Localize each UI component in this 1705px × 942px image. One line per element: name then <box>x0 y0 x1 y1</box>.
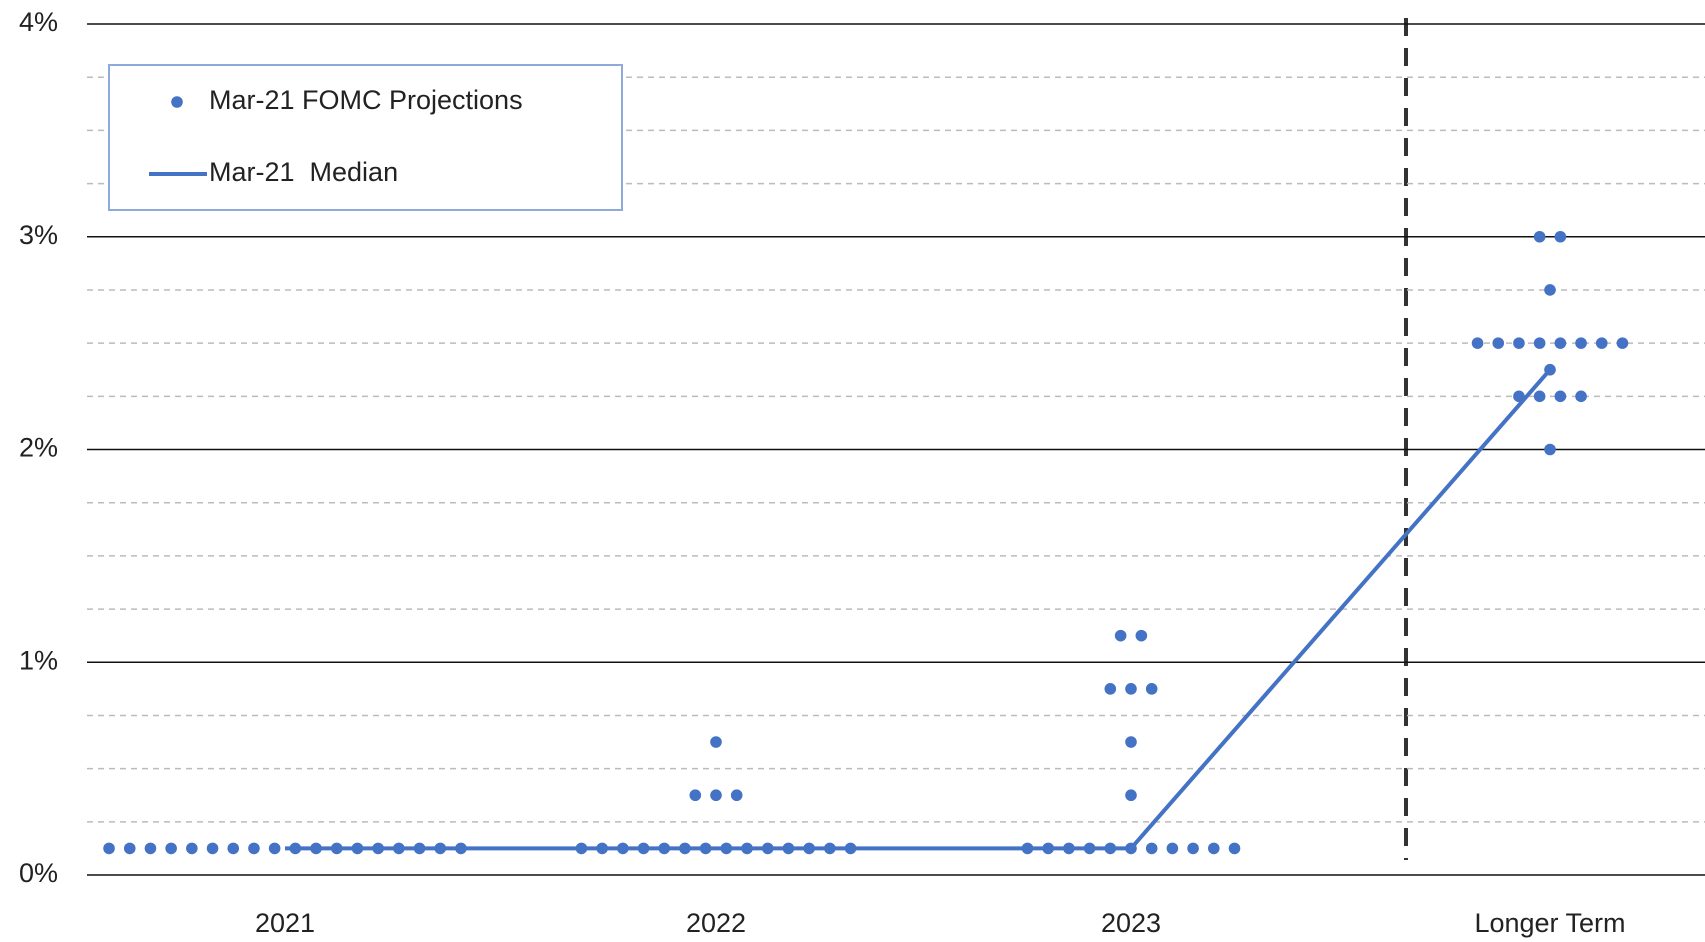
dot <box>1125 789 1137 802</box>
dot <box>710 789 722 802</box>
y-tick-label: 4% <box>19 7 58 37</box>
dot <box>206 842 219 855</box>
dot <box>1228 842 1241 855</box>
y-tick-label: 0% <box>19 858 58 888</box>
dot <box>1533 230 1546 243</box>
x-tick-label: 2022 <box>686 908 746 938</box>
dot <box>268 842 281 855</box>
y-tick-label: 2% <box>19 433 58 463</box>
x-tick-label: 2021 <box>255 908 315 938</box>
x-tick-label: 2023 <box>1101 908 1161 938</box>
dot <box>144 842 157 855</box>
dot <box>1125 736 1137 748</box>
dot <box>1533 337 1546 349</box>
dot <box>1513 337 1525 349</box>
dot <box>1544 443 1556 456</box>
y-tick-label: 1% <box>19 645 58 675</box>
dot <box>248 842 260 855</box>
legend-label: Mar-21 FOMC Projections <box>209 85 523 115</box>
dot <box>1208 842 1220 855</box>
dot <box>1616 337 1629 349</box>
dot <box>186 842 198 855</box>
dot <box>1166 842 1179 855</box>
y-tick-label: 3% <box>19 220 58 250</box>
dot <box>1492 337 1505 349</box>
median-line <box>285 368 1552 851</box>
dot <box>227 842 240 855</box>
legend-symbol <box>171 96 183 108</box>
dot <box>1544 284 1556 296</box>
dot <box>1575 390 1587 403</box>
dot <box>165 842 177 855</box>
dot <box>1114 629 1127 642</box>
dot <box>1125 683 1137 695</box>
dot <box>1135 629 1148 642</box>
dot <box>103 842 115 855</box>
legend-label: Mar-21 Median <box>209 157 398 187</box>
dot <box>1554 230 1567 243</box>
legend-box <box>108 64 623 211</box>
x-tick-label: Longer Term <box>1474 908 1625 938</box>
dot <box>1187 842 1199 855</box>
dot <box>123 842 136 855</box>
dot <box>710 736 722 748</box>
dot <box>1533 390 1546 403</box>
dot <box>730 789 743 802</box>
dot <box>1471 337 1484 349</box>
dot <box>1145 683 1158 695</box>
dot <box>1575 337 1587 349</box>
dot <box>1145 842 1158 855</box>
dot <box>1554 337 1567 349</box>
dot <box>689 789 702 802</box>
dot <box>1554 390 1567 403</box>
dot <box>1595 337 1608 349</box>
dot <box>1104 683 1117 695</box>
